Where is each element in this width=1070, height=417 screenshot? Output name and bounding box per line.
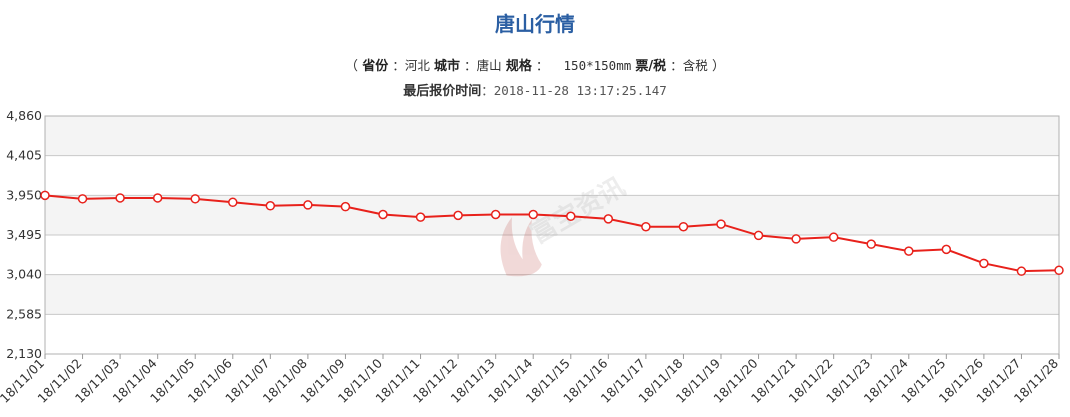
- data-point: [228, 197, 238, 208]
- province-label: 省份: [362, 59, 389, 74]
- data-point: [415, 212, 426, 222]
- data-point: [979, 258, 989, 269]
- data-point: [453, 210, 463, 221]
- spec-open: （: [345, 59, 359, 74]
- city-label: 城市: [434, 59, 461, 74]
- data-point: [490, 209, 501, 220]
- data-point: [641, 221, 651, 232]
- page-title: 唐山行情: [495, 12, 575, 36]
- tax-label: 票/税: [635, 59, 667, 74]
- tax-value: ：含税: [670, 58, 708, 73]
- size-value: ： 150*150mm: [535, 58, 632, 73]
- y-tick-label: 2,130: [6, 346, 42, 361]
- quote-time-label: 最后报价时间: [403, 84, 482, 99]
- data-point: [866, 239, 876, 249]
- data-point: [378, 209, 388, 220]
- y-tick-label: 3,950: [6, 187, 42, 202]
- quote-time: 最后报价时间：2018-11-28 13:17:25.147: [0, 80, 1070, 99]
- data-point: [716, 219, 726, 229]
- y-tick-label: 4,405: [6, 148, 42, 163]
- data-point: [566, 211, 576, 222]
- y-tick-label: 3,495: [6, 227, 42, 242]
- data-point: [904, 246, 914, 256]
- data-point: [190, 194, 200, 204]
- plot-band: [45, 274, 1059, 315]
- size-label: 规格: [505, 59, 532, 74]
- province-value: ：河北: [392, 58, 430, 73]
- data-point: [828, 232, 839, 242]
- quote-time-value: ：2018-11-28 13:17:25.147: [481, 83, 667, 98]
- data-point: [340, 201, 351, 212]
- data-point: [791, 234, 801, 244]
- city-value: ：唐山: [464, 58, 502, 73]
- data-point: [753, 230, 764, 241]
- data-point: [303, 200, 313, 210]
- data-point: [265, 201, 276, 211]
- data-point: [603, 214, 614, 224]
- data-point: [1054, 265, 1064, 276]
- plot-band: [45, 116, 1059, 156]
- data-point: [152, 193, 163, 203]
- y-tick-label: 2,585: [6, 306, 42, 321]
- data-point: [941, 244, 952, 255]
- data-point: [115, 193, 125, 203]
- spec-line: （ 省份 ：河北 城市 ：唐山 规格 ： 150*150mm 票/税 ：含税 ）: [0, 55, 1070, 74]
- data-point: [77, 194, 88, 204]
- plot-border: [44, 115, 1060, 355]
- spec-close: ）: [711, 59, 725, 74]
- data-point: [40, 190, 50, 201]
- series-line: [44, 194, 1060, 273]
- data-point: [528, 209, 538, 220]
- data-point: [1016, 266, 1027, 276]
- data-point: [678, 221, 689, 232]
- y-tick-label: 4,860: [6, 108, 42, 123]
- y-tick-label: 3,040: [6, 267, 42, 282]
